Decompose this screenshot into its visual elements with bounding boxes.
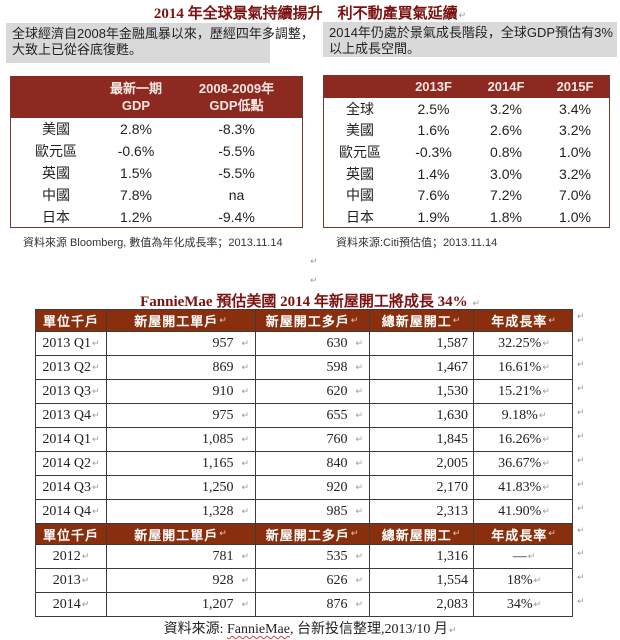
- table-row: 歐元區 -0.3% 0.8% 1.0%: [339, 143, 591, 160]
- table-row: 中國 7.8% na: [42, 187, 245, 203]
- table-row: 2014 Q1 ↵ 1,085 ↵ 760 ↵ 1,845 16.26% ↵: [36, 427, 572, 451]
- left-source-note: 資料來源 Bloomberg, 數值為年化成長率；2013.11.14: [23, 237, 283, 249]
- right-summary-box: 2014年仍處於景氣成長階段，全球GDP預估有3% 以上成長空間。: [323, 22, 617, 57]
- paragraph-mark-icon: ↵: [577, 456, 585, 466]
- table-row: 2014 Q2 ↵ 1,165 ↵ 840 ↵ 2,005 36.67% ↵: [36, 451, 572, 475]
- table-row: 2014 Q3 ↵ 1,250 ↵ 920 ↵ 2,170 41.83% ↵: [36, 475, 572, 499]
- table-row: 2014 ↵ 1,207 ↵ 876 ↵ 2,083 34% ↵: [36, 592, 572, 616]
- table-row: 2014 Q4 ↵ 1,328 ↵ 985 ↵ 2,313 41.90% ↵: [36, 499, 572, 523]
- table-header: 最新一期 GDP 2008-2009年 GDP低點: [11, 76, 302, 118]
- table-row: 全球 2.5% 3.2% 3.4%: [346, 100, 591, 117]
- table-header: 單位千戶 新屋開工單戶 ↵ 新屋開工多戶 ↵ 總新屋開工 ↵ 年成長率 ↵: [36, 310, 572, 331]
- paragraph-mark-icon: ↵: [577, 312, 585, 322]
- paragraph-mark-icon: ↵: [577, 432, 585, 442]
- paragraph-mark-icon: ↵: [577, 526, 585, 536]
- housing-title: FannieMae 預估美國 2014 年新屋開工將成長 34% ↵: [140, 294, 480, 310]
- paragraph-mark-icon: ↵: [577, 336, 585, 346]
- paragraph-mark-icon: ↵: [577, 480, 585, 490]
- table-row: 2012 ↵ 781 ↵ 535 ↵ 1,316 — ↵: [36, 544, 572, 568]
- table-row: 英國 1.4% 3.0% 3.2%: [346, 165, 591, 182]
- table-row: 2013 Q2 ↵ 869 ↵ 598 ↵ 1,467 16.61% ↵: [36, 355, 572, 379]
- table-row: 2013 Q3 ↵ 910 ↵ 620 ↵ 1,530 15.21% ↵: [36, 379, 572, 403]
- housing-starts-table: 單位千戶 新屋開工單戶 ↵ 新屋開工多戶 ↵ 總新屋開工 ↵ 年成長率 ↵ 2013 Q…: [35, 309, 573, 617]
- page-title: 2014 年全球景氣持續揚升 利不動產買氣延續↵: [153, 6, 467, 22]
- summary-line: 以上成長空間。: [329, 41, 421, 56]
- paragraph-mark-icon: ↵: [310, 276, 318, 286]
- right-source-note: 資料來源:Citi預估值；2013.11.14: [336, 237, 498, 249]
- table-row: 歐元區 -0.6% -5.5%: [35, 143, 255, 159]
- table-row: 美國 2.8% -8.3%: [42, 121, 255, 137]
- paragraph-mark-icon: ↵: [472, 299, 480, 309]
- paragraph-mark-icon: ↵: [577, 504, 585, 514]
- paragraph-mark-icon: ↵: [577, 384, 585, 394]
- table-row: 英國 1.5% -5.5%: [42, 165, 255, 181]
- paragraph-mark-icon: ↵: [577, 408, 585, 418]
- header-cell: 最新一期 GDP: [109, 81, 162, 113]
- table-row: 2013 Q4 ↵ 975 ↵ 655 ↵ 1,630 9.18% ↵: [36, 403, 572, 427]
- summary-line: 2014年仍處於景氣成長階段，全球GDP預估有3%: [329, 25, 613, 40]
- housing-source-note: 資料來源: FannieMae, 台新投信整理,2013/10 月↵: [163, 622, 457, 637]
- paragraph-mark-icon: ↵: [577, 573, 585, 583]
- paragraph-mark-icon: ↵: [577, 360, 585, 370]
- table-row: 中國 7.6% 7.2% 7.0%: [346, 187, 591, 204]
- summary-line: 全球經濟自2008年金融風暴以來，歷經四年多調整，: [12, 26, 314, 41]
- table-row: 日本 1.9% 1.8% 1.0%: [346, 208, 591, 225]
- paragraph-mark-icon: ↵: [577, 549, 585, 559]
- paragraph-mark-icon: ↵: [458, 11, 467, 21]
- paragraph-mark-icon: ↵: [310, 257, 318, 267]
- table-header: 2013F 2014F 2015F: [324, 75, 609, 98]
- gdp-forecast-table: 2013F 2014F 2015F 全球 2.5% 3.2% 3.4% 美國 1…: [323, 75, 610, 228]
- table-row: 日本 1.2% -9.4%: [42, 209, 255, 225]
- paragraph-mark-icon: ↵: [448, 626, 457, 636]
- table-row: 2013 ↵ 928 ↵ 626 ↵ 1,554 18% ↵: [36, 568, 572, 592]
- table-row: 美國 1.6% 2.6% 3.2%: [346, 122, 591, 139]
- left-summary-box: 全球經濟自2008年金融風暴以來，歷經四年多調整， 大致上已從谷底復甦。: [6, 23, 314, 63]
- table-row: 2013 Q1 ↵ 957 ↵ 630 ↵ 1,587 32.25% ↵: [36, 331, 572, 355]
- header-cell: 2008-2009年 GDP低點: [198, 81, 275, 113]
- summary-line: 大致上已從谷底復甦。: [12, 42, 143, 57]
- table-header: 單位千戶 新屋開工單戶 ↵ 新屋開工多戶 ↵ 總新屋開工 ↵ 年成長率 ↵: [36, 523, 572, 544]
- paragraph-mark-icon: ↵: [577, 597, 585, 607]
- gdp-latest-table: 最新一期 GDP 2008-2009年 GDP低點 美國 2.8% -8.3% …: [10, 76, 303, 228]
